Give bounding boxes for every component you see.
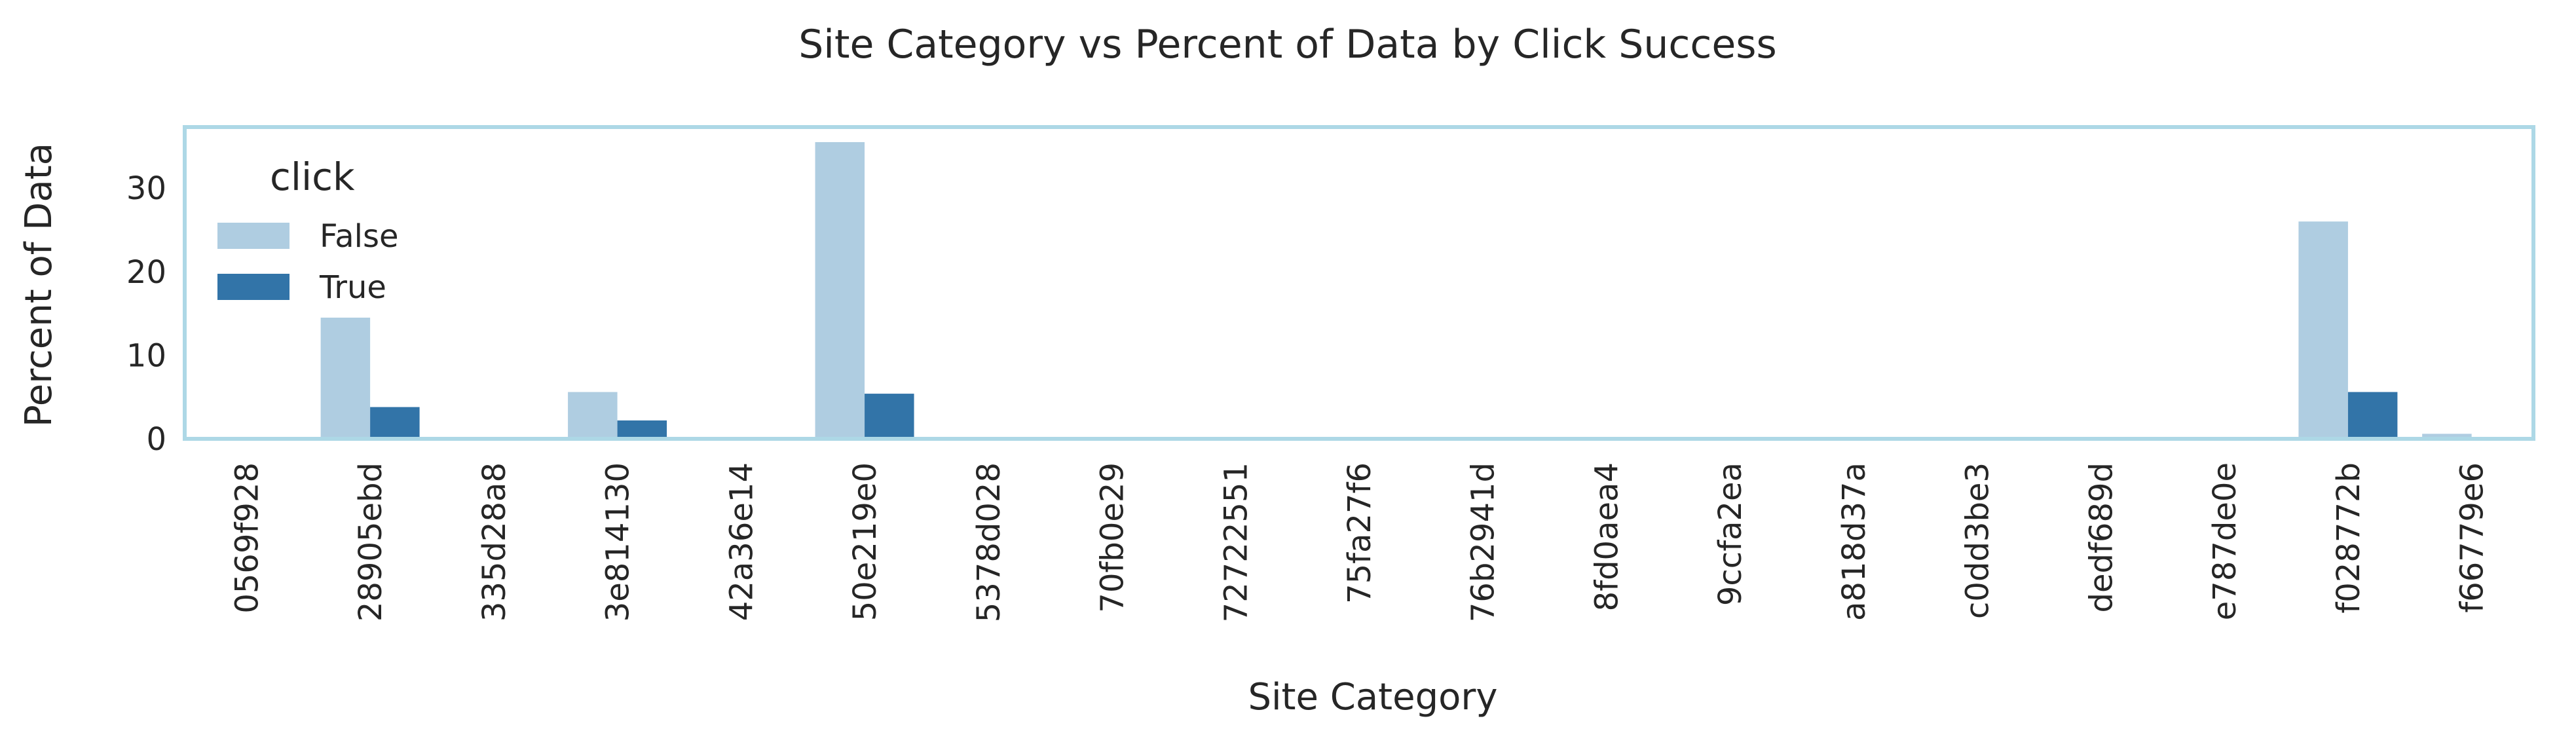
bar-false-50e219e0 [815,141,865,439]
x-tick-label: 5378d028 [971,462,1007,622]
bar-true-f028772b [2347,392,2398,439]
x-tick-label: a818d37a [1836,462,1873,621]
bar-true-28905ebd [370,407,420,439]
bar-false-3e814130 [568,392,618,439]
x-tick-label: 335d28a8 [476,462,513,622]
x-tick-label: 9ccfa2ea [1712,462,1749,606]
legend-swatch-false [217,223,289,249]
chart-title: Site Category vs Percent of Data by Clic… [798,22,1777,67]
y-tick-label: 30 [126,170,166,207]
x-axis-ticks: 0569f928 28905ebd 335d28a8 3e814130 42a36e14… [229,462,2490,622]
x-tick-label: e787de0e [2207,462,2243,620]
y-axis-ticks: 0 10 20 30 [126,170,166,458]
bar-false-f028772b [2298,221,2348,439]
legend-swatch-true [217,274,289,300]
legend-title: click [270,155,355,199]
x-tick-label: 0569f928 [229,462,265,614]
x-axis-label: Site Category [1248,676,1497,718]
bar-false-f66779e6 [2422,434,2472,439]
bar-true-3e814130 [617,420,667,439]
x-tick-label: f66779e6 [2454,462,2491,613]
y-axis-label: Percent of Data [18,143,60,427]
bar-true-50e219e0 [865,394,914,439]
x-tick-label: 28905ebd [352,462,389,622]
x-tick-label: dedf689d [2083,462,2119,612]
x-tick-label: 72722551 [1218,462,1254,622]
x-tick-label: c0dd3be3 [1960,462,1996,619]
legend: click False True [217,155,399,306]
y-tick-label: 20 [126,254,166,291]
x-tick-label: 50e219e0 [847,462,884,621]
plot-frame [183,125,2535,441]
y-tick-label: 0 [146,421,166,458]
x-tick-label: 70fb0e29 [1094,462,1131,613]
bars-group [196,141,2522,439]
x-tick-label: 42a36e14 [723,462,760,621]
x-tick-label: 75fa27f6 [1341,462,1378,604]
x-tick-label: 3e814130 [600,462,637,622]
x-tick-label: 8fd0aea4 [1588,462,1625,611]
legend-label-false: False [320,218,399,255]
x-tick-label: 76b2941d [1465,462,1502,622]
bar-false-28905ebd [320,317,371,439]
legend-label-true: True [319,269,386,306]
y-tick-label: 10 [126,337,166,374]
x-tick-label: f028772b [2330,462,2367,614]
